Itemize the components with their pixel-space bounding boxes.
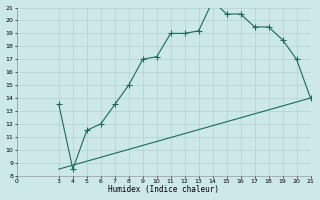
X-axis label: Humidex (Indice chaleur): Humidex (Indice chaleur) xyxy=(108,185,219,194)
